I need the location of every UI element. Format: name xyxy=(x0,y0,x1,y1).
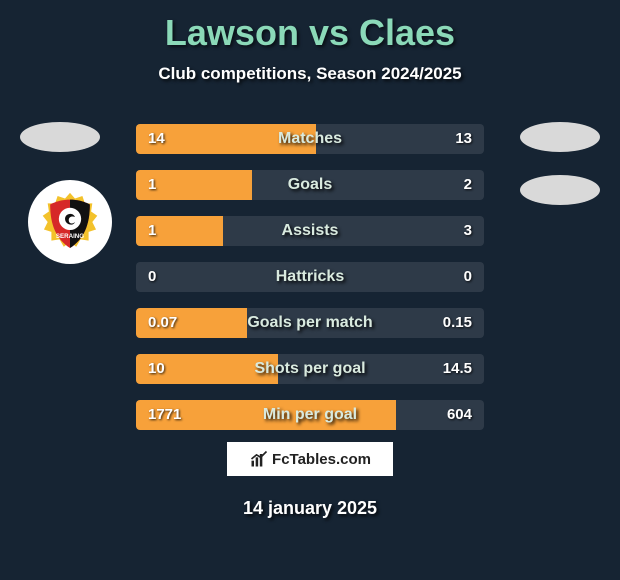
stat-bar: 00Hattricks xyxy=(136,262,484,292)
stat-bar: 1014.5Shots per goal xyxy=(136,354,484,384)
page-subtitle: Club competitions, Season 2024/2025 xyxy=(0,64,620,84)
page-title: Lawson vs Claes xyxy=(0,0,620,54)
svg-text:SERAING: SERAING xyxy=(56,233,84,240)
chart-icon xyxy=(249,449,269,469)
club-left-badge: SERAING xyxy=(28,180,112,264)
comparison-card: Lawson vs Claes Club competitions, Seaso… xyxy=(0,0,620,580)
player-right-avatar-2 xyxy=(520,175,600,205)
date-text: 14 january 2025 xyxy=(0,498,620,519)
player-left-avatar xyxy=(20,122,100,152)
brand-badge[interactable]: FcTables.com xyxy=(227,442,393,476)
stats-bars: 1413Matches 12Goals 13Assists 00Hattricks 0.… xyxy=(136,124,484,446)
bar-label: Min per goal xyxy=(136,400,484,430)
stat-bar: 0.070.15Goals per match xyxy=(136,308,484,338)
brand-text: FcTables.com xyxy=(272,451,371,468)
bar-label: Shots per goal xyxy=(136,354,484,384)
bar-label: Goals xyxy=(136,170,484,200)
stat-bar: 13Assists xyxy=(136,216,484,246)
stat-bar: 12Goals xyxy=(136,170,484,200)
player-right-avatar xyxy=(520,122,600,152)
stat-bar: 1413Matches xyxy=(136,124,484,154)
bar-label: Matches xyxy=(136,124,484,154)
bar-label: Assists xyxy=(136,216,484,246)
bar-label: Hattricks xyxy=(136,262,484,292)
stat-bar: 1771604Min per goal xyxy=(136,400,484,430)
shield-icon: SERAING xyxy=(39,191,101,253)
bar-label: Goals per match xyxy=(136,308,484,338)
